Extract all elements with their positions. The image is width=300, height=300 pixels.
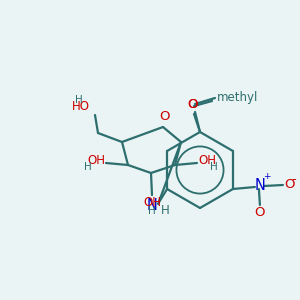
Text: O: O [188, 98, 198, 111]
Text: O: O [187, 98, 197, 111]
Text: methyl: methyl [217, 91, 258, 103]
Text: O: O [159, 110, 169, 123]
Text: H: H [148, 206, 156, 216]
Text: HO: HO [72, 100, 90, 113]
Text: -: - [291, 173, 296, 187]
Text: N: N [147, 197, 158, 212]
Text: OH: OH [87, 154, 105, 167]
Text: OH: OH [198, 154, 216, 167]
Text: N: N [255, 178, 266, 194]
Text: H: H [84, 162, 92, 172]
Text: H: H [75, 95, 83, 105]
Text: O: O [255, 206, 265, 219]
Text: O: O [284, 178, 294, 190]
Text: OH: OH [143, 196, 161, 209]
Text: H: H [161, 203, 170, 217]
Text: H: H [210, 162, 218, 172]
Text: +: + [263, 172, 270, 181]
